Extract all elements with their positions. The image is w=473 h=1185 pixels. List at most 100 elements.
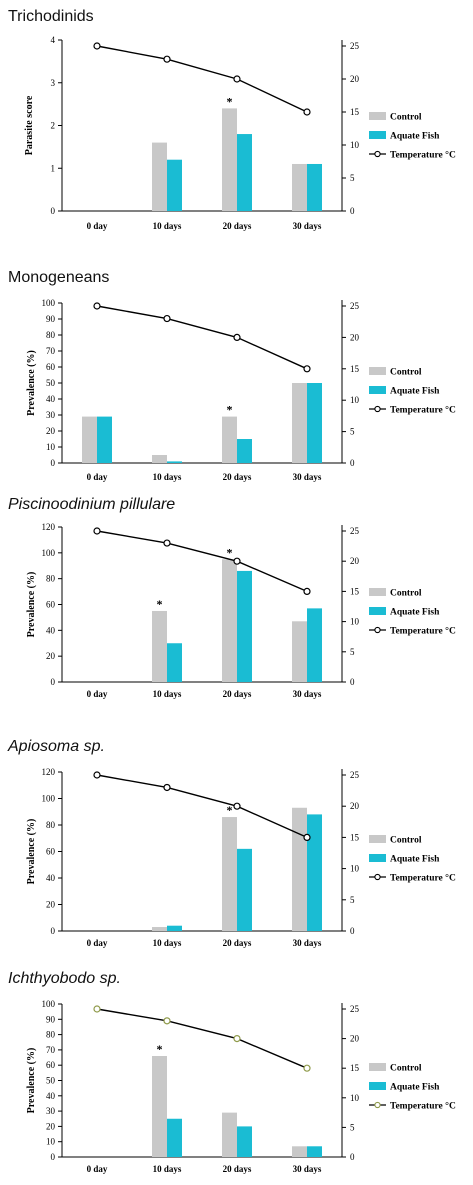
x-tick-label: 30 days: [293, 1164, 322, 1174]
significance-marker: *: [227, 545, 233, 559]
y2-tick-label: 10: [350, 617, 360, 627]
significance-marker: *: [157, 597, 163, 611]
x-tick-label: 0 day: [87, 1164, 108, 1174]
temperature-point: [303, 587, 311, 596]
legend-swatch-control: [369, 588, 386, 596]
y-tick-label: 80: [46, 1030, 56, 1040]
y2-tick-label: 20: [350, 332, 360, 342]
y2-tick-label: 5: [350, 647, 355, 657]
y-tick-label: 90: [46, 1014, 56, 1024]
y2-tick-label: 25: [350, 301, 360, 311]
legend-swatch-aquate: [369, 386, 386, 394]
legend-label-control: Control: [390, 113, 422, 123]
y-axis-label: Prevalence (%): [26, 819, 37, 885]
y-tick-label: 30: [46, 1106, 56, 1116]
legend-label-temperature: Temperature °C: [390, 626, 456, 637]
chart-panel: Trichodinids 0 1 2 3 4 0 5 10 15 20 25 Parasite scor…: [8, 8, 456, 231]
legend-marker-temperature: [374, 626, 381, 634]
y-tick-label: 3: [51, 78, 56, 88]
bar-control: [222, 1112, 237, 1157]
temperature-point: [163, 783, 171, 792]
bar-aquate: [237, 1126, 252, 1157]
legend-label-aquate: Aquate Fish: [390, 132, 440, 142]
bar-aquate: [167, 461, 182, 463]
temperature-line: [96, 530, 308, 593]
x-tick-label: 0 day: [87, 472, 108, 482]
y-tick-label: 0: [51, 926, 56, 936]
temperature-point: [93, 302, 101, 310]
legend-swatch-aquate: [369, 131, 386, 139]
temperature-point: [163, 539, 171, 547]
x-tick-label: 30 days: [293, 472, 322, 482]
bar-control: [152, 927, 167, 931]
temperature-point: [233, 333, 241, 341]
legend: Control Aquate Fish Temperature °C: [369, 367, 456, 416]
legend-swatch-aquate: [369, 854, 386, 862]
significance-marker: *: [157, 1042, 163, 1056]
temperature-point: [163, 1017, 171, 1025]
significance-marker: *: [227, 403, 233, 417]
y-tick-label: 100: [42, 999, 56, 1009]
x-tick-label: 20 days: [223, 221, 252, 231]
y2-tick-label: 5: [350, 173, 355, 183]
bar-aquate: [237, 570, 252, 682]
legend-label-temperature: Temperature °C: [390, 405, 456, 416]
x-tick-label: 20 days: [223, 938, 252, 948]
y-tick-label: 0: [51, 1152, 56, 1162]
temperature-point: [303, 108, 311, 116]
y2-tick-label: 5: [350, 427, 355, 437]
bar-control: [292, 383, 307, 463]
temperature-point: [233, 1034, 241, 1043]
bar-aquate: [237, 134, 252, 211]
y2-tick-label: 15: [350, 364, 360, 374]
y-tick-label: 80: [46, 574, 56, 584]
legend-swatch-control: [369, 835, 386, 843]
y2-tick-label: 20: [350, 74, 360, 84]
bar-control: [222, 416, 237, 463]
y-axis-label: Prevalence (%): [26, 572, 37, 638]
y-tick-label: 40: [46, 625, 56, 635]
y2-tick-label: 5: [350, 895, 355, 905]
legend-label-temperature: Temperature °C: [390, 150, 456, 161]
legend-label-control: Control: [390, 589, 422, 599]
y2-tick-label: 15: [350, 832, 360, 842]
temperature-point: [303, 1064, 311, 1072]
bar-control: [292, 621, 307, 682]
y-tick-label: 60: [46, 847, 56, 857]
temperature-point: [163, 55, 171, 63]
x-tick-label: 20 days: [223, 689, 252, 699]
y2-tick-label: 5: [350, 1122, 355, 1132]
temperature-line: [96, 774, 308, 839]
temperature-point: [163, 314, 171, 323]
bar-aquate: [167, 643, 182, 682]
temperature-line: [96, 45, 308, 113]
temperature-line: [96, 305, 308, 370]
temperature-point: [233, 802, 241, 810]
y-tick-label: 40: [46, 873, 56, 883]
bar-control: [292, 807, 307, 931]
y-tick-label: 80: [46, 820, 56, 830]
legend: Control Aquate Fish Temperature °C: [369, 835, 456, 884]
y-tick-label: 20: [46, 900, 56, 910]
bar-aquate: [97, 416, 112, 463]
y2-tick-label: 0: [350, 1152, 355, 1162]
y2-tick-label: 25: [350, 1004, 360, 1014]
x-tick-label: 0 day: [87, 689, 108, 699]
bar-aquate: [237, 848, 252, 931]
x-tick-label: 0 day: [87, 221, 108, 231]
y-tick-label: 80: [46, 330, 56, 340]
y-tick-label: 100: [42, 298, 56, 308]
x-tick-label: 30 days: [293, 221, 322, 231]
bar-control: [152, 1056, 167, 1157]
temperature-point: [93, 771, 101, 779]
bar-aquate: [307, 1146, 322, 1157]
y2-tick-label: 10: [350, 1093, 360, 1103]
y2-tick-label: 20: [350, 1034, 360, 1044]
y2-tick-label: 10: [350, 140, 360, 150]
legend-label-control: Control: [390, 836, 422, 846]
temperature-point: [233, 557, 241, 565]
legend-label-aquate: Aquate Fish: [390, 387, 440, 397]
bar-control: [152, 610, 167, 682]
y-tick-label: 120: [42, 767, 56, 777]
